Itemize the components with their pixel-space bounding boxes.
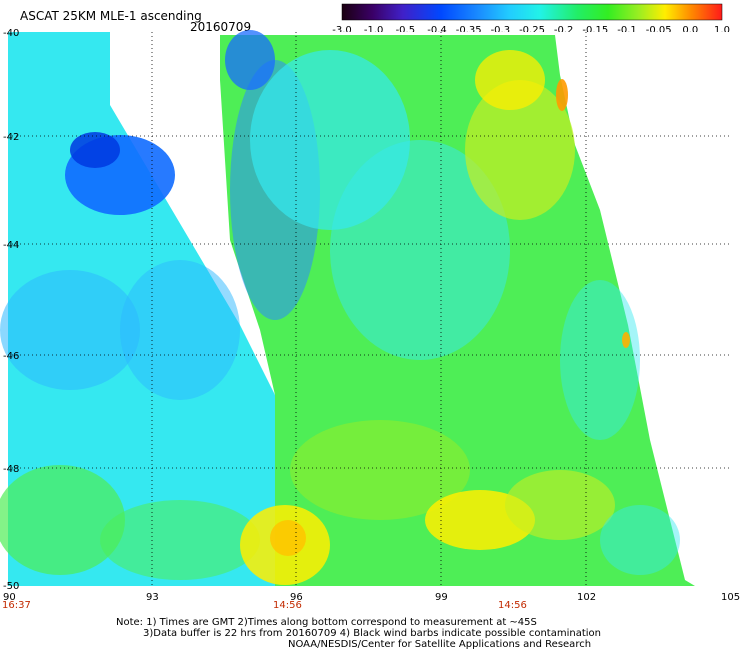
- colorbar-label: -0.5: [396, 25, 416, 36]
- patch: [0, 270, 140, 390]
- patch: [556, 79, 568, 111]
- patch: [100, 500, 260, 580]
- lat-label: -48: [3, 464, 19, 475]
- colorbar-labels: -3.0 -1.0 -0.5 -0.4 -0.35 -0.3 -0.25 -0.2 -0.15-…: [332, 25, 730, 36]
- patch: [600, 505, 680, 575]
- colorbar-label: -0.35: [456, 25, 482, 36]
- time-label: 16:37: [2, 600, 31, 611]
- lon-label: 90: [3, 592, 16, 603]
- colorbar-label: 1.0: [714, 25, 730, 36]
- colorbar-label: -0.2: [554, 25, 574, 36]
- patch: [622, 332, 630, 348]
- time-label: 14:56: [498, 600, 527, 611]
- lat-label: -46: [3, 351, 19, 362]
- colorbar-label: -0.05: [646, 25, 672, 36]
- colorbar-label: 0.0: [682, 25, 698, 36]
- lon-label: 105: [721, 592, 740, 603]
- colorbar-label: -0.4: [427, 25, 447, 36]
- patch: [475, 50, 545, 110]
- patch: [270, 520, 306, 556]
- lat-label: -42: [3, 132, 19, 143]
- patch: [290, 420, 470, 520]
- patch: [0, 465, 125, 575]
- plot-title: ASCAT 25KM MLE-1 ascending: [20, 9, 202, 23]
- patch: [465, 80, 575, 220]
- lat-label: -44: [3, 240, 19, 251]
- lon-label: 93: [146, 592, 159, 603]
- colorbar-label: -0.1: [617, 25, 637, 36]
- note-line-2: 3)Data buffer is 22 hrs from 20160709 4)…: [143, 628, 601, 639]
- colorbar: [341, 3, 723, 21]
- patch: [330, 140, 510, 360]
- wind-field-map: [0, 30, 732, 586]
- note-line-3: NOAA/NESDIS/Center for Satellite Applica…: [288, 639, 591, 650]
- graticule: [8, 32, 732, 586]
- lat-label: -40: [3, 28, 19, 39]
- lon-label: 96: [290, 592, 303, 603]
- colorbar-label: -0.3: [491, 25, 511, 36]
- colorbar-label: -0.25: [519, 25, 545, 36]
- patch: [560, 280, 640, 440]
- colorbar-label: -1.0: [364, 25, 384, 36]
- patch: [225, 30, 275, 90]
- patch: [505, 470, 615, 540]
- colorbar-label: -3.0: [332, 25, 352, 36]
- colorbar-label: -0.15: [582, 25, 608, 36]
- lat-label: -50: [3, 581, 19, 592]
- note-line-1: Note: 1) Times are GMT 2)Times along bot…: [116, 617, 537, 628]
- lon-label: 102: [577, 592, 596, 603]
- patch: [120, 260, 240, 400]
- plot-date: 20160709: [190, 20, 251, 34]
- lon-label: 99: [435, 592, 448, 603]
- patch: [70, 132, 120, 168]
- time-label: 14:56: [273, 600, 302, 611]
